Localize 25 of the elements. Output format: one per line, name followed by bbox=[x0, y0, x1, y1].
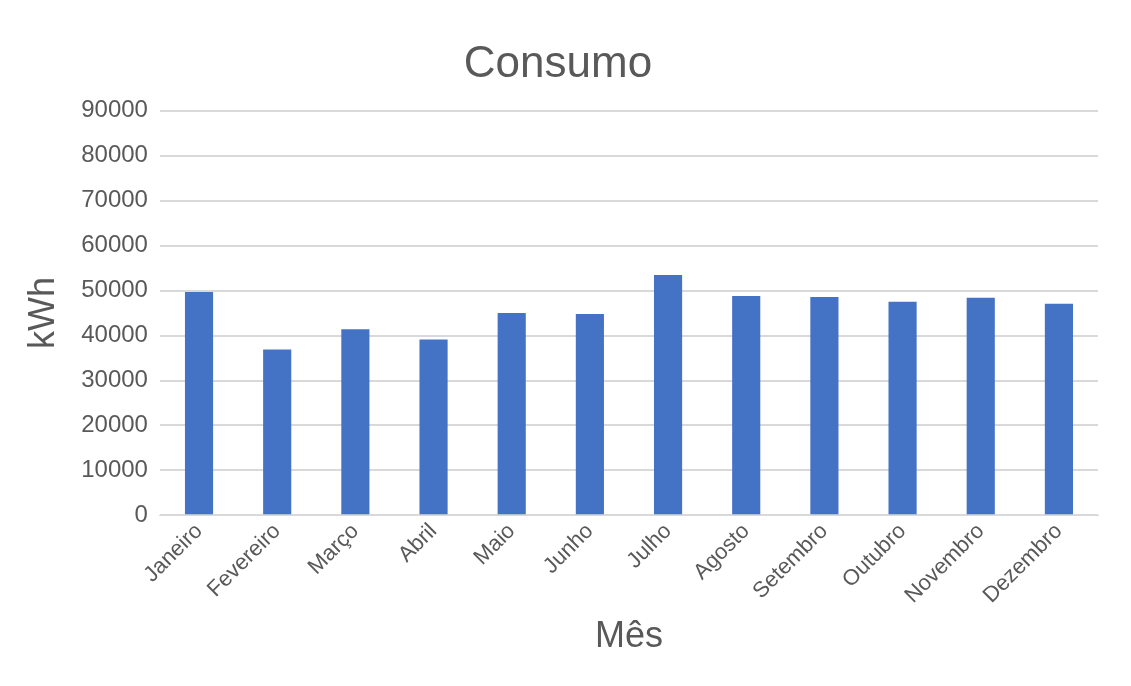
bar bbox=[810, 296, 839, 515]
bar bbox=[653, 274, 683, 515]
bar bbox=[184, 291, 214, 515]
y-tick-label: 80000 bbox=[81, 140, 148, 168]
y-tick-label: 10000 bbox=[81, 455, 148, 483]
bar bbox=[497, 313, 526, 515]
y-tick-label: 90000 bbox=[81, 95, 148, 123]
bar bbox=[732, 296, 761, 515]
chart-title: Consumo bbox=[463, 36, 653, 86]
bar bbox=[263, 349, 292, 515]
y-tick-label: 0 bbox=[134, 500, 148, 527]
y-tick-label: 50000 bbox=[81, 275, 148, 303]
bar bbox=[575, 313, 604, 515]
y-tick-label: 60000 bbox=[81, 230, 148, 258]
y-axis-title: kWh bbox=[20, 277, 62, 350]
y-tick-label: 70000 bbox=[81, 185, 148, 213]
bar bbox=[1044, 303, 1073, 515]
bar bbox=[966, 297, 995, 515]
bar bbox=[341, 329, 370, 515]
y-tick-label: 40000 bbox=[81, 320, 148, 348]
y-tick-label: 30000 bbox=[81, 365, 148, 393]
bar bbox=[888, 301, 917, 515]
bar bbox=[419, 339, 448, 515]
y-tick-label: 20000 bbox=[81, 410, 148, 438]
x-axis-title: Mês bbox=[594, 614, 663, 656]
